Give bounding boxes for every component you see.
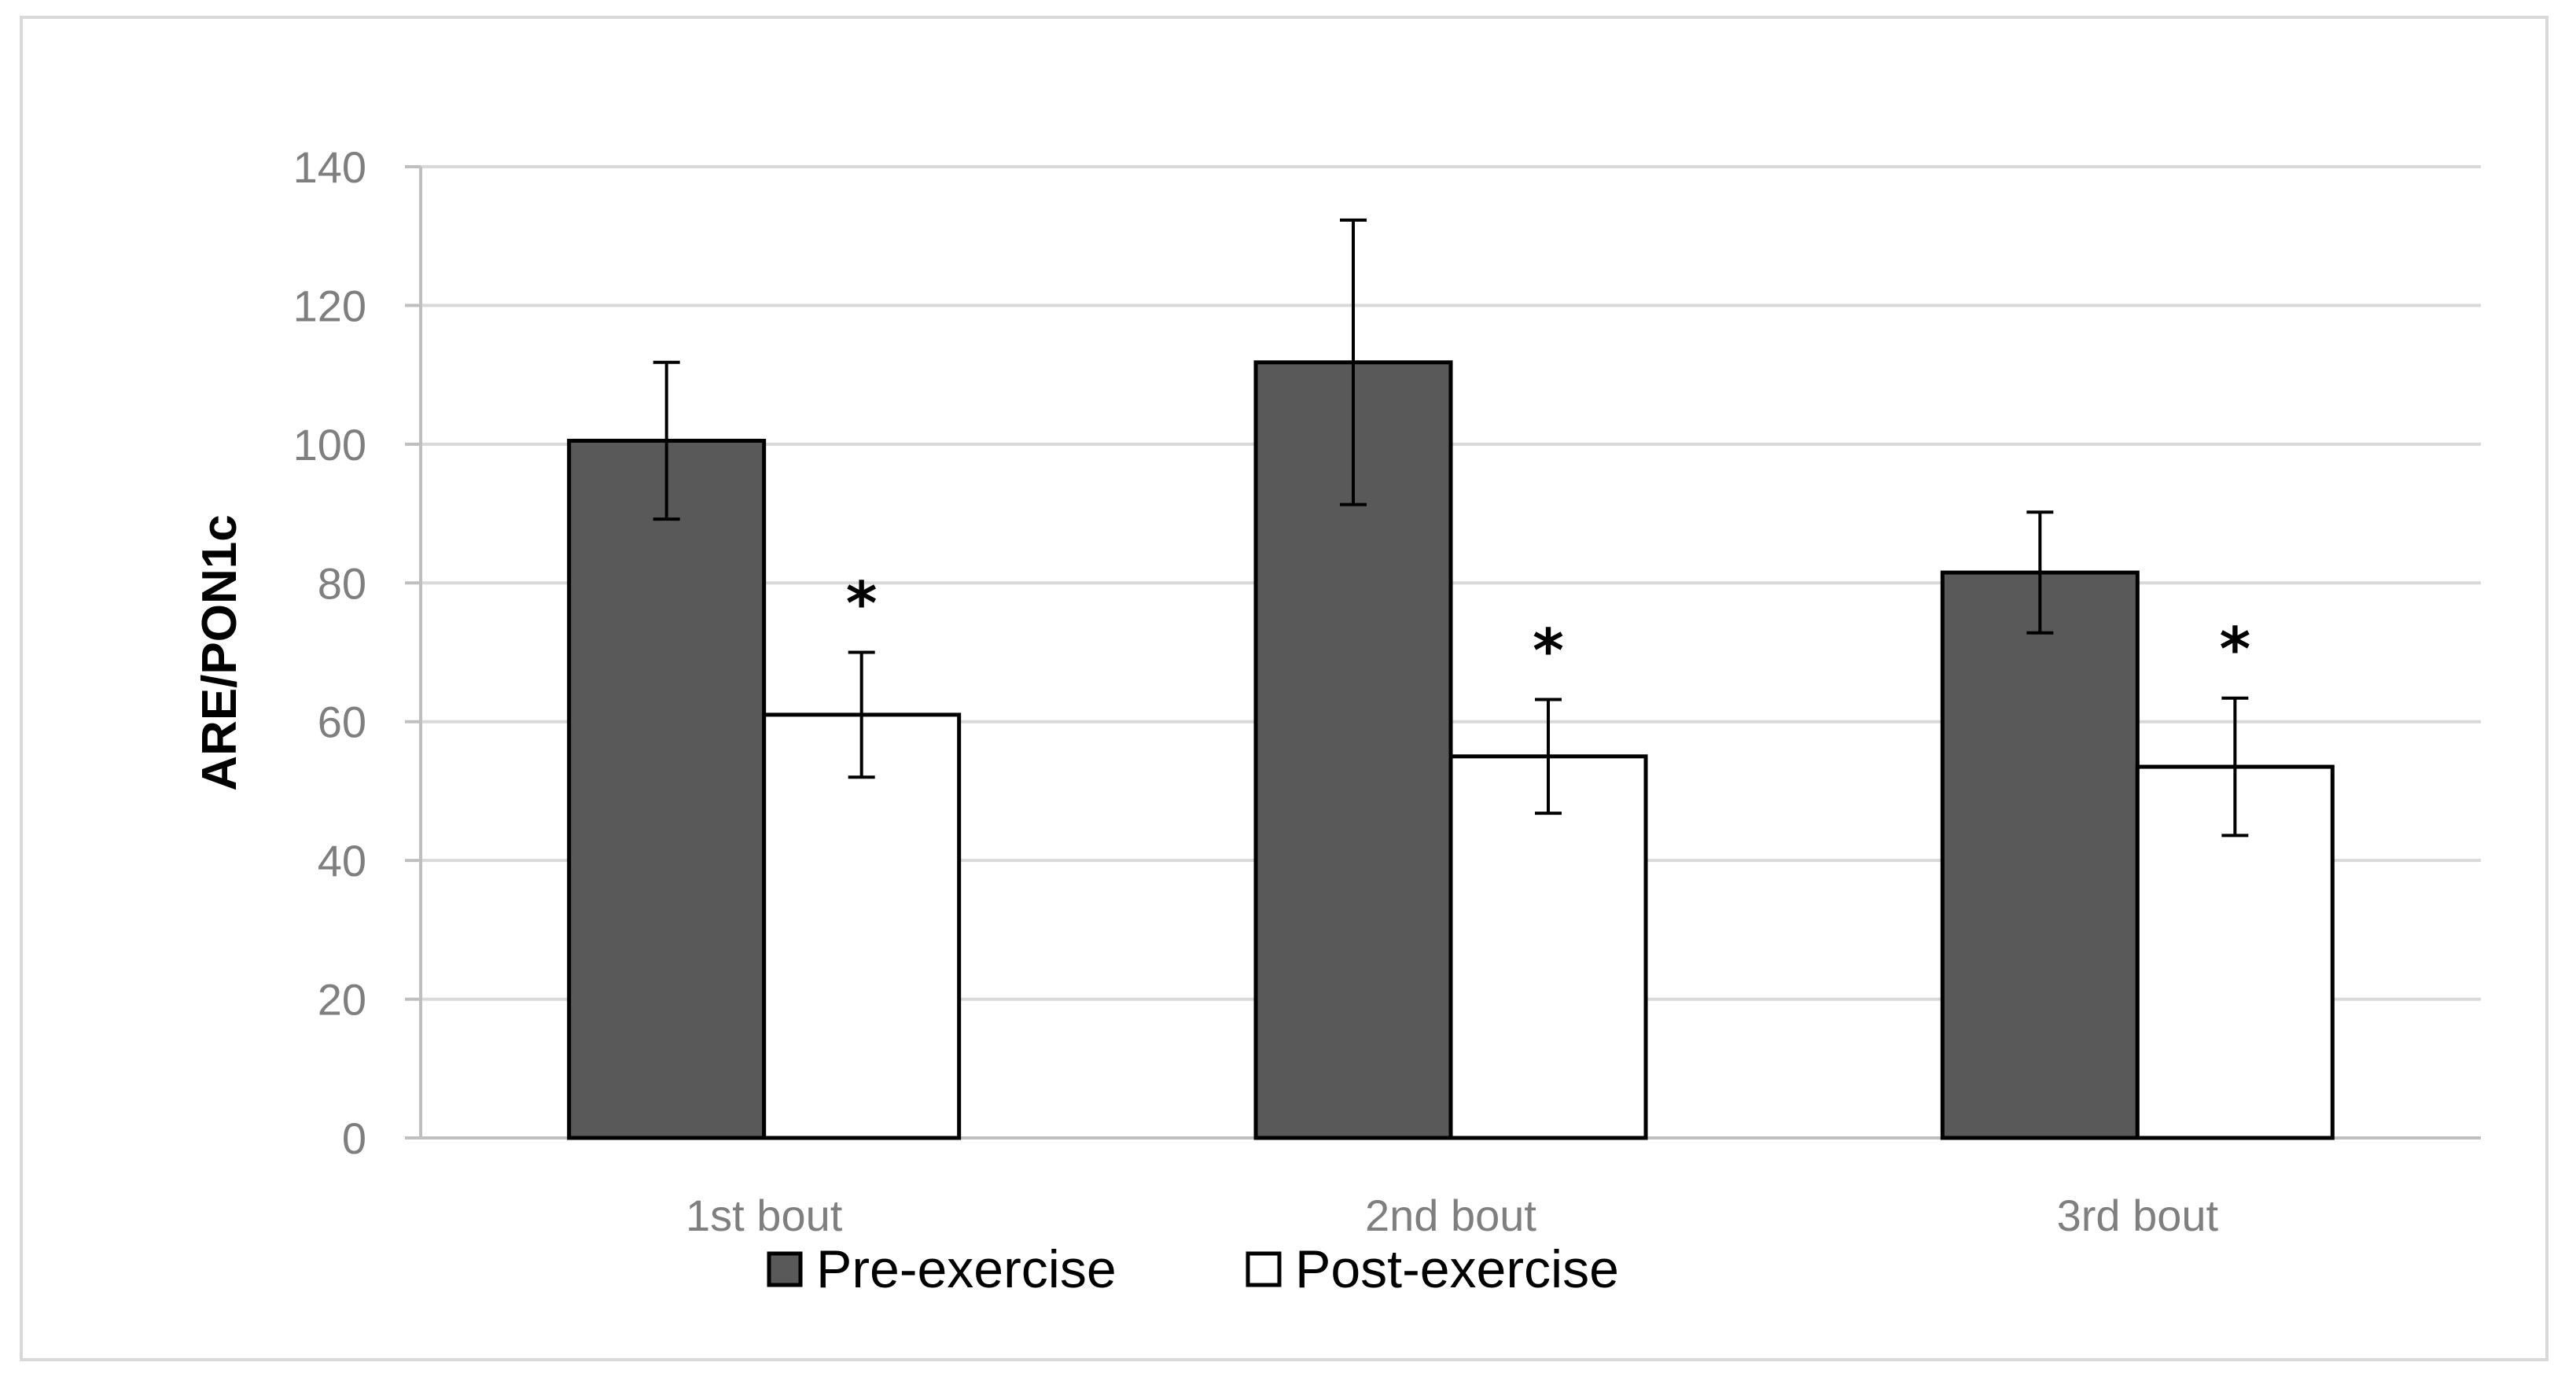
legend-label: Pre-exercise [816, 1239, 1117, 1299]
x-tick-label-3: 3rd bout [2057, 1191, 2219, 1240]
y-tick-label-0: 0 [342, 1114, 366, 1163]
bar-pre-exercise-3 [1940, 570, 2140, 1140]
significance-marker-2: * [1533, 615, 1564, 685]
legend-item-pre-exercise: Pre-exercise [767, 1239, 1117, 1299]
y-tick-label-120: 120 [293, 281, 366, 330]
y-tick-label-20: 20 [318, 975, 366, 1025]
error-bar-post-exercise-2 [1535, 698, 1562, 815]
y-tick-label-140: 140 [293, 142, 366, 192]
error-bars [653, 218, 2249, 838]
error-bar-post-exercise-3 [2221, 696, 2249, 838]
error-bar-pre-exercise-1 [653, 360, 680, 521]
legend-swatch [767, 1251, 803, 1287]
legend-swatch [1246, 1251, 1282, 1287]
error-bar-pre-exercise-3 [2026, 510, 2054, 635]
error-bar-post-exercise-1 [848, 650, 875, 779]
labels: 0 20 40 60 80 100 120 140 * 1st bout * 2nd bout * 3rd… [293, 142, 2251, 1240]
bar-pre-exercise-1 [567, 438, 767, 1140]
legend-label: Post-exercise [1295, 1239, 1619, 1299]
legend: Pre-exercise Post-exercise [767, 1239, 1619, 1299]
error-bar-pre-exercise-2 [1340, 218, 1367, 506]
bar-post-exercise-2 [1448, 754, 1648, 1140]
significance-marker-3: * [2219, 614, 2250, 684]
y-tick-label-60: 60 [318, 698, 366, 747]
y-axis-title: ARE/PON1c [193, 514, 247, 790]
bars [567, 360, 2335, 1140]
bar-post-exercise-1 [762, 712, 962, 1140]
x-tick-label-1: 1st bout [686, 1191, 843, 1240]
y-tick-label-40: 40 [318, 836, 366, 885]
y-tick-label-100: 100 [293, 420, 366, 469]
x-tick-label-2: 2nd bout [1365, 1191, 1536, 1240]
legend-item-post-exercise: Post-exercise [1246, 1239, 1619, 1299]
y-tick-label-80: 80 [318, 558, 366, 608]
significance-marker-1: * [846, 569, 878, 639]
